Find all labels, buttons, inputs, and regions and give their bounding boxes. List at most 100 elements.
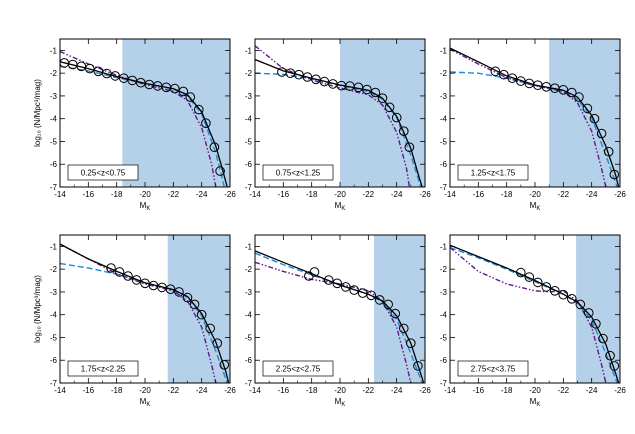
data-point xyxy=(209,142,220,152)
data-point xyxy=(304,271,314,281)
data-point xyxy=(165,284,176,295)
model-dashdot-curve xyxy=(255,45,411,187)
redshift-label: 1.25<z<1.75 xyxy=(471,169,516,178)
data-point xyxy=(589,113,600,124)
data-point xyxy=(567,294,577,304)
data-point xyxy=(605,350,615,361)
y-tick-label: -6 xyxy=(50,356,58,365)
y-axis-title: log₁₀ (N/Mpc³/mag) xyxy=(33,275,42,343)
x-tick-label: -20 xyxy=(139,386,151,395)
x-tick-label: -20 xyxy=(529,190,541,199)
y-tick-label: -4 xyxy=(245,115,253,124)
y-tick-label: -7 xyxy=(245,379,253,388)
y-tick-label: -3 xyxy=(245,92,253,101)
data-point xyxy=(106,263,116,273)
plot-area xyxy=(450,47,620,187)
model-dashed-curve xyxy=(60,65,225,187)
data-point xyxy=(490,66,501,77)
data-point xyxy=(574,92,584,102)
x-tick-label: -16 xyxy=(473,190,485,199)
x-tick-label: -16 xyxy=(83,190,95,199)
model-dashdot-curve xyxy=(255,261,412,383)
data-point xyxy=(185,92,196,102)
data-point xyxy=(524,272,535,282)
fit-solid-curve xyxy=(255,58,423,187)
data-point xyxy=(110,71,120,81)
x-tick-label: -26 xyxy=(614,190,626,199)
panel-6: -14 -16 -18 -20 -22 -24 -26 -1 -2 -3 -4 -5 -6 -7 MK 2.7… xyxy=(440,234,626,408)
y-tick-label: -6 xyxy=(440,356,448,365)
data-point xyxy=(383,299,394,310)
x-tick-label: -20 xyxy=(334,190,346,199)
x-tick-label: -14 xyxy=(54,386,66,395)
shaded-region xyxy=(167,235,230,383)
y-tick-label: -2 xyxy=(50,265,58,274)
x-tick-label: -22 xyxy=(558,190,570,199)
data-point xyxy=(178,86,189,97)
data-point xyxy=(340,282,351,292)
y-tick-label: -2 xyxy=(245,265,253,274)
x-tick-label: -20 xyxy=(334,386,346,395)
y-tick-label: -3 xyxy=(440,92,448,101)
data-point xyxy=(603,146,614,157)
x-axis-title: MK xyxy=(530,201,541,212)
y-tick-label: -6 xyxy=(50,160,58,169)
x-tick-label: -22 xyxy=(558,386,570,395)
y-tick-label: -5 xyxy=(440,137,448,146)
data-point xyxy=(413,361,423,371)
data-point xyxy=(196,309,207,320)
fit-solid-curve xyxy=(450,244,620,383)
x-tick-label: -18 xyxy=(306,386,318,395)
y-tick-label: -4 xyxy=(50,311,58,320)
data-point xyxy=(558,289,569,300)
plot-area xyxy=(255,250,425,383)
data-point xyxy=(170,83,180,94)
x-tick-label: -16 xyxy=(473,386,485,395)
data-point xyxy=(391,112,402,123)
panel-3: -14 -16 -18 -20 -22 -24 -26 -1 -2 -3 -4 -5 -6 -7 MK 1.2… xyxy=(440,38,626,212)
x-tick-label: -16 xyxy=(278,190,290,199)
y-tick-label: -7 xyxy=(440,183,448,192)
y-tick-label: -1 xyxy=(50,46,58,55)
data-point xyxy=(582,103,593,114)
panel-4: -14 -16 -18 -20 -22 -24 -26 -1 -2 -3 -4 -5 -6 -7 MK log… xyxy=(33,234,236,408)
data-point xyxy=(499,69,509,80)
y-tick-label: -2 xyxy=(245,69,253,78)
data-point xyxy=(182,292,193,303)
plot-area xyxy=(60,50,228,187)
redshift-label-box xyxy=(67,164,139,181)
data-point xyxy=(374,295,385,305)
panel-1: -14 -16 -18 -20 -22 -24 -26 -1 -2 -3 -4 -5 -6 -7 MK log… xyxy=(33,38,236,212)
data-point xyxy=(567,87,577,98)
y-tick-label: -6 xyxy=(245,356,253,365)
y-tick-label: -5 xyxy=(245,333,253,342)
y-tick-label: -1 xyxy=(245,242,253,251)
redshift-label-box xyxy=(67,360,139,377)
x-axis-title: MK xyxy=(335,201,346,212)
y-tick-label: -6 xyxy=(245,160,253,169)
y-tick-label: -3 xyxy=(440,288,448,297)
data-point xyxy=(406,338,416,349)
data-point xyxy=(370,87,381,98)
redshift-label: 0.25<z<0.75 xyxy=(81,169,126,178)
data-point xyxy=(123,271,133,281)
x-tick-label: -22 xyxy=(168,190,180,199)
data-point xyxy=(390,308,401,319)
data-point xyxy=(558,85,569,95)
x-tick-label: -14 xyxy=(444,386,456,395)
panel-5: -14 -16 -18 -20 -22 -24 -26 -1 -2 -3 -4 -5 -6 -7 MK 2.2… xyxy=(245,234,431,408)
y-tick-label: -7 xyxy=(50,183,58,192)
y-tick-label: -3 xyxy=(50,92,58,101)
data-point xyxy=(598,333,608,344)
data-point xyxy=(362,84,372,95)
y-tick-label: -3 xyxy=(245,288,253,297)
data-point xyxy=(609,169,620,180)
x-tick-label: -16 xyxy=(83,386,95,395)
x-tick-label: -26 xyxy=(224,386,236,395)
redshift-label: 2.25<z<2.75 xyxy=(276,365,321,374)
y-tick-label: -2 xyxy=(440,69,448,78)
y-tick-label: -6 xyxy=(440,160,448,169)
data-point xyxy=(174,287,184,297)
y-tick-label: -4 xyxy=(440,115,448,124)
